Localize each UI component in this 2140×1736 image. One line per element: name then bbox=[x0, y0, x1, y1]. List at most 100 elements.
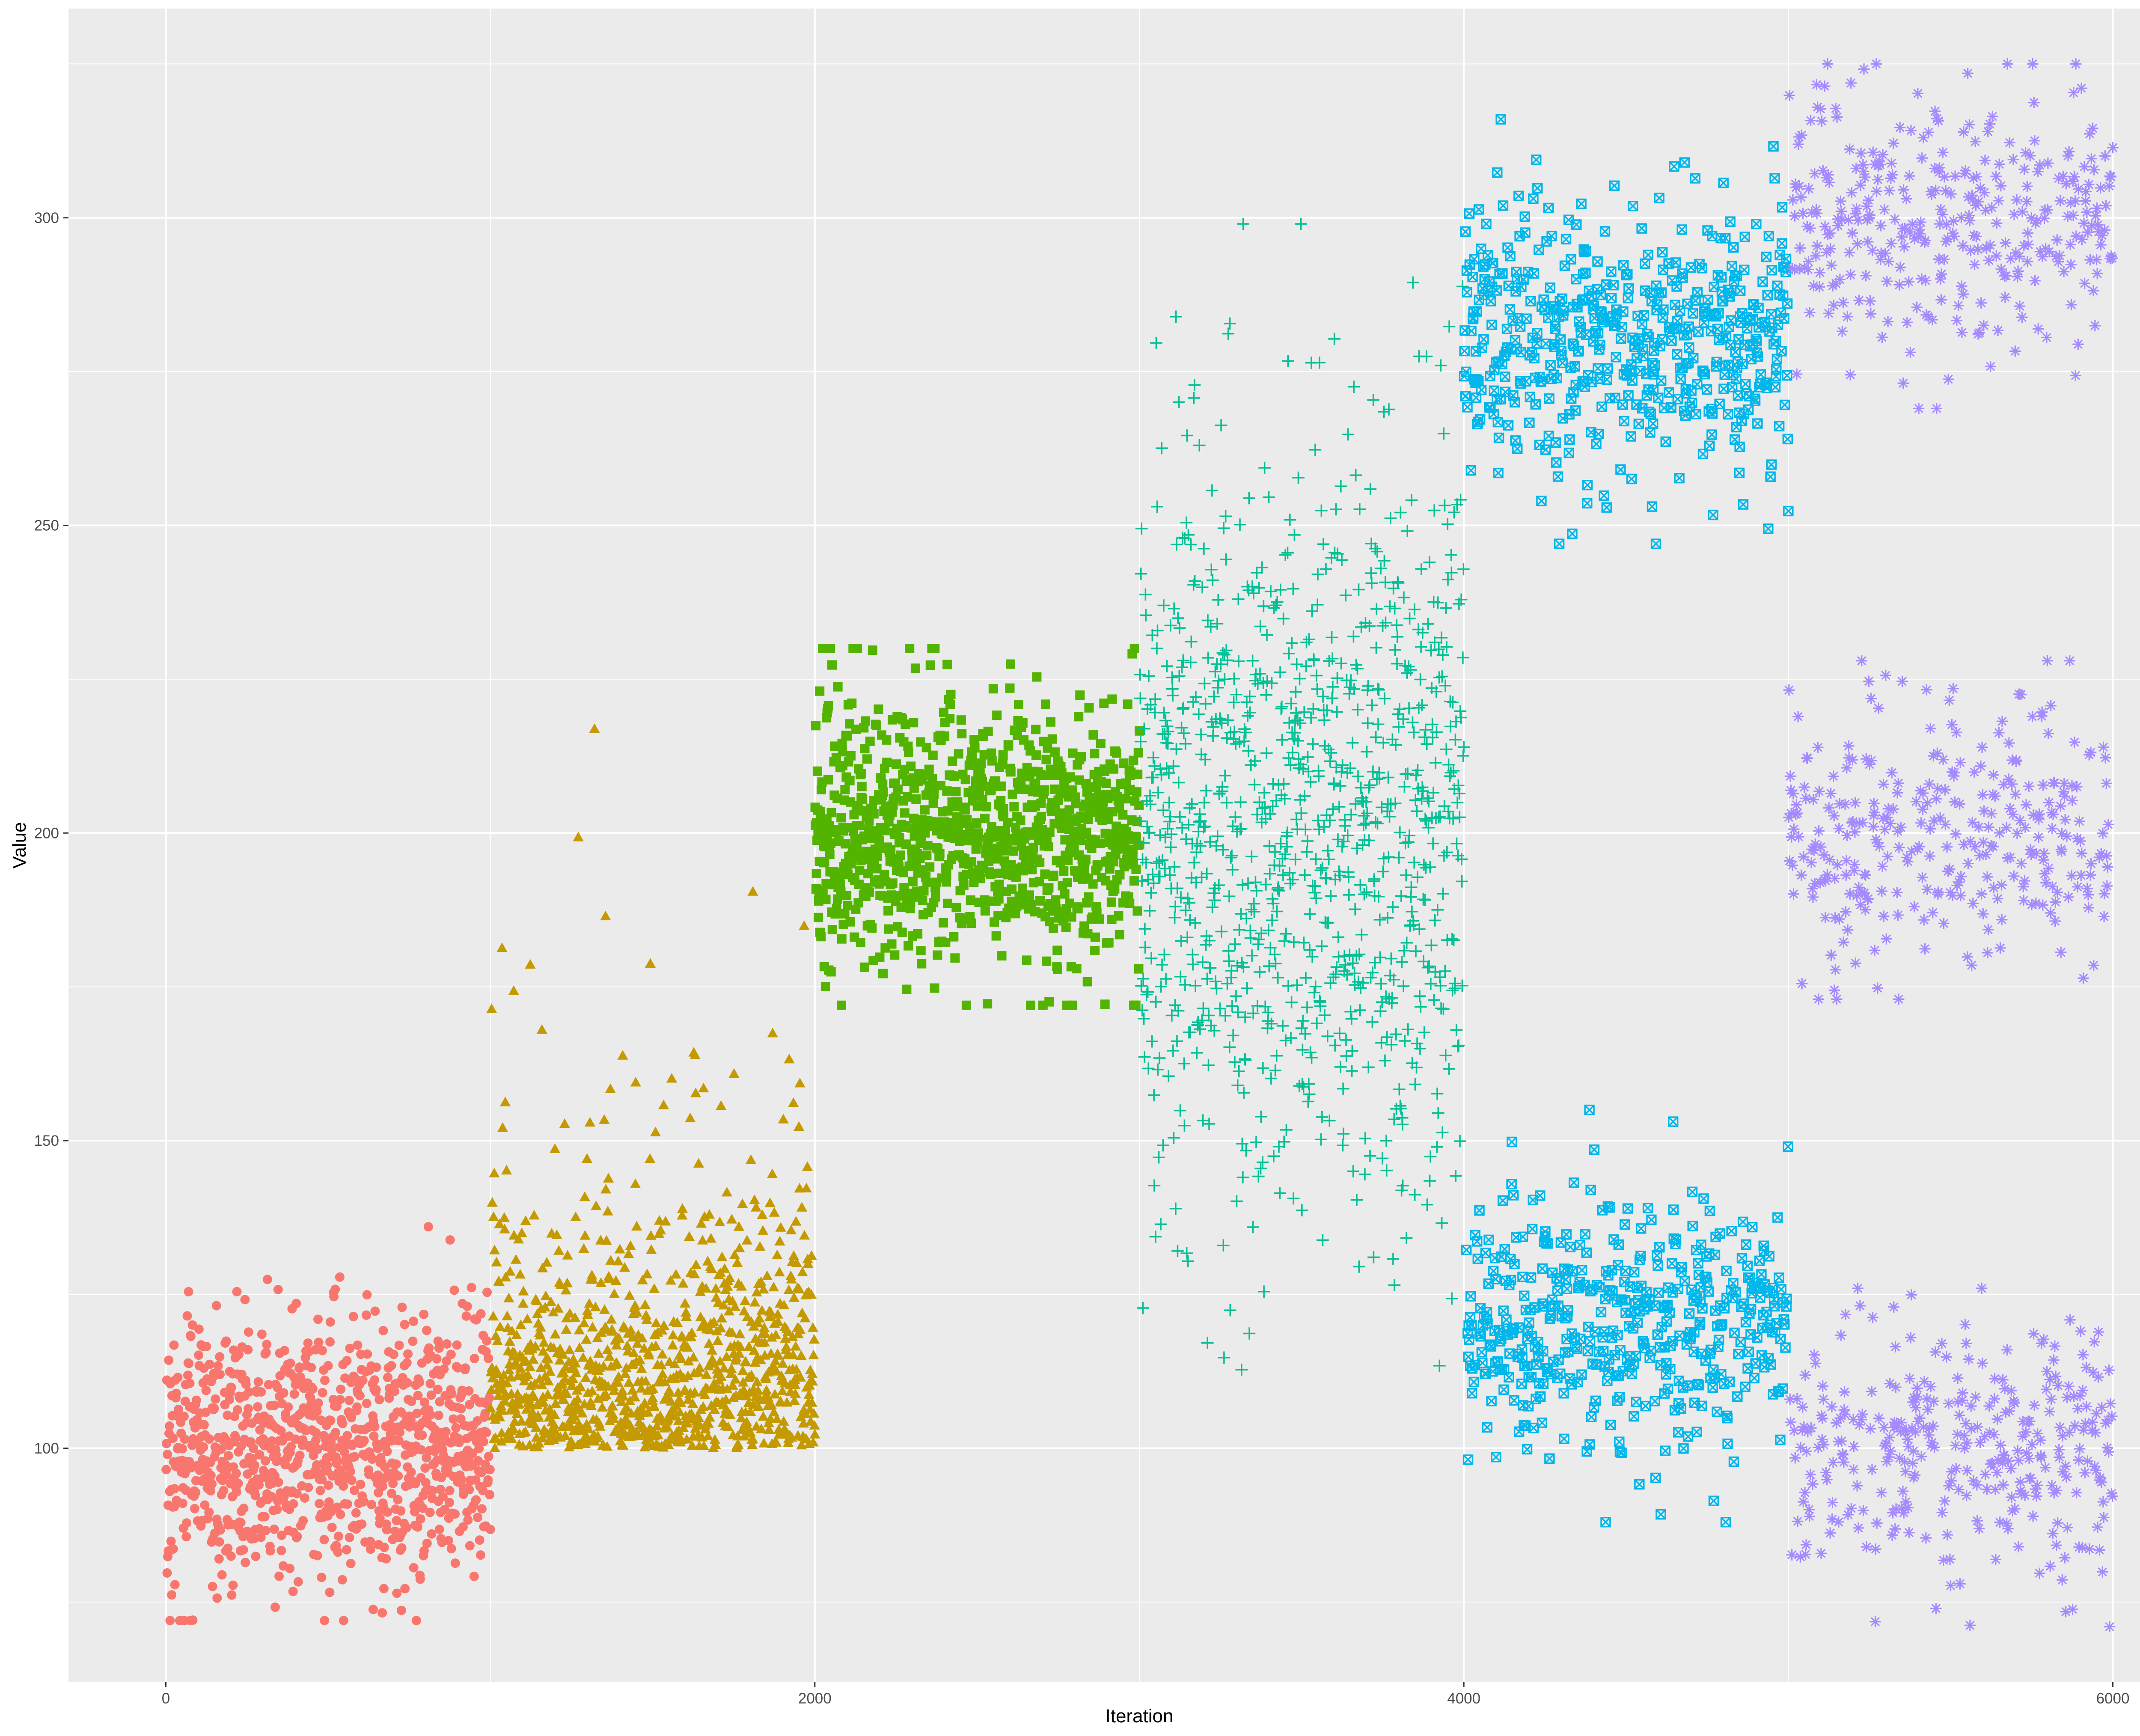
data-point bbox=[1664, 1308, 1675, 1318]
data-point bbox=[1209, 975, 1222, 988]
data-point bbox=[1145, 952, 1158, 965]
data-point bbox=[1006, 767, 1016, 777]
data-point bbox=[1178, 1119, 1191, 1132]
data-point bbox=[726, 1214, 737, 1224]
data-point bbox=[415, 1377, 425, 1387]
data-point bbox=[1424, 1174, 1436, 1187]
data-point bbox=[332, 1502, 342, 1512]
data-point bbox=[1273, 884, 1286, 897]
data-point bbox=[1329, 1039, 1341, 1052]
data-point bbox=[722, 1383, 733, 1394]
data-point bbox=[1253, 582, 1266, 594]
data-point bbox=[179, 1412, 189, 1421]
data-point bbox=[520, 1426, 531, 1436]
data-point bbox=[1163, 796, 1176, 809]
data-points bbox=[161, 58, 2119, 1632]
data-point bbox=[600, 1389, 612, 1400]
data-point bbox=[1192, 708, 1205, 721]
data-point bbox=[418, 1503, 428, 1513]
data-point bbox=[887, 807, 897, 817]
data-point bbox=[1326, 692, 1338, 705]
data-point bbox=[1627, 375, 1638, 386]
data-point bbox=[1388, 1113, 1400, 1126]
data-point bbox=[1334, 779, 1346, 792]
data-point bbox=[1343, 889, 1355, 901]
data-point bbox=[906, 761, 916, 771]
data-point bbox=[772, 1309, 784, 1319]
data-point bbox=[538, 1337, 550, 1347]
data-point bbox=[1423, 795, 1435, 808]
data-point bbox=[1326, 631, 1338, 644]
data-point bbox=[1604, 1202, 1615, 1213]
data-point bbox=[346, 1559, 356, 1569]
data-point bbox=[1288, 529, 1301, 541]
data-point bbox=[965, 822, 975, 832]
data-point bbox=[1364, 483, 1377, 496]
data-point bbox=[169, 1484, 179, 1494]
data-point bbox=[1031, 780, 1040, 790]
data-point bbox=[764, 1197, 776, 1207]
data-point bbox=[637, 1275, 648, 1284]
data-point bbox=[402, 1523, 412, 1533]
data-point bbox=[339, 1616, 348, 1626]
data-point bbox=[1177, 702, 1190, 714]
data-point bbox=[467, 1283, 476, 1293]
data-point bbox=[1218, 1351, 1230, 1364]
data-point bbox=[802, 1161, 813, 1171]
data-point bbox=[841, 839, 850, 849]
data-point bbox=[1474, 1205, 1485, 1216]
data-point bbox=[1180, 833, 1192, 845]
data-point bbox=[1762, 383, 1772, 393]
data-point bbox=[749, 1357, 761, 1367]
data-point bbox=[1364, 971, 1377, 984]
data-point bbox=[1434, 810, 1447, 823]
data-point bbox=[1340, 1034, 1352, 1046]
data-point bbox=[422, 1326, 432, 1335]
data-point bbox=[1228, 1056, 1241, 1068]
data-point bbox=[1248, 755, 1261, 767]
data-point bbox=[673, 1415, 684, 1425]
data-point bbox=[1219, 769, 1231, 782]
data-point bbox=[1493, 432, 1504, 443]
data-point bbox=[648, 1400, 660, 1410]
data-point bbox=[1534, 244, 1544, 255]
data-point bbox=[1398, 944, 1410, 957]
data-point bbox=[1352, 583, 1365, 596]
data-point bbox=[1270, 794, 1283, 807]
data-point bbox=[754, 1313, 765, 1323]
data-point bbox=[591, 1200, 602, 1210]
data-point bbox=[1296, 1204, 1308, 1217]
data-point bbox=[970, 743, 980, 753]
data-point bbox=[605, 1083, 616, 1093]
data-point bbox=[599, 1114, 610, 1124]
data-point bbox=[1345, 1013, 1358, 1025]
data-point bbox=[406, 1415, 416, 1425]
data-point bbox=[1582, 498, 1593, 508]
data-point bbox=[1346, 737, 1359, 749]
data-point bbox=[1227, 1029, 1239, 1042]
data-point bbox=[1248, 905, 1260, 918]
data-point bbox=[1219, 510, 1232, 523]
data-point bbox=[1195, 728, 1207, 741]
data-point bbox=[461, 1311, 471, 1321]
data-point bbox=[1562, 1284, 1572, 1294]
data-point bbox=[274, 1571, 284, 1581]
data-point bbox=[1040, 785, 1049, 795]
data-point bbox=[1303, 944, 1316, 956]
data-point bbox=[667, 1340, 678, 1350]
data-point bbox=[1316, 862, 1329, 874]
data-point bbox=[437, 1473, 446, 1483]
data-point bbox=[802, 1258, 814, 1268]
data-point bbox=[1646, 1346, 1656, 1356]
data-point bbox=[1190, 876, 1202, 889]
data-point bbox=[1326, 652, 1339, 665]
data-point bbox=[1167, 1044, 1180, 1057]
data-point bbox=[961, 1000, 971, 1010]
data-point bbox=[1654, 193, 1664, 203]
data-point bbox=[1327, 803, 1339, 815]
data-point bbox=[874, 835, 884, 845]
data-point bbox=[705, 1233, 716, 1243]
data-point bbox=[217, 1570, 227, 1580]
data-point bbox=[1237, 1086, 1250, 1099]
data-point bbox=[581, 1334, 592, 1344]
